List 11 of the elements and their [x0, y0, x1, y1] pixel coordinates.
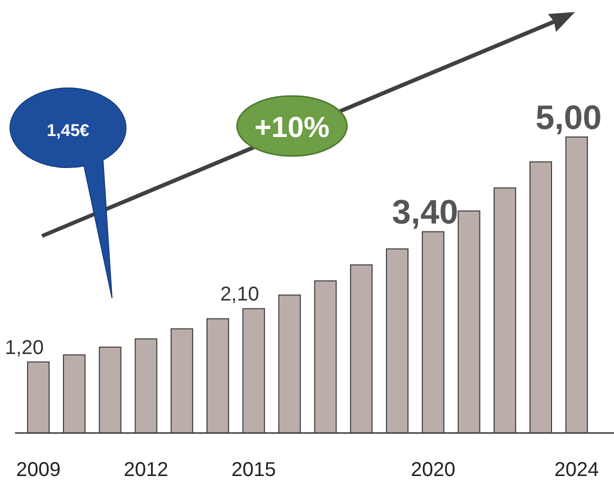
x-tick-label: 2024	[554, 459, 599, 481]
x-tick-label: 2015	[231, 459, 276, 481]
data-label: 2,10	[220, 284, 260, 306]
annotation: +10%	[254, 112, 330, 144]
data-label: 1,20	[4, 336, 44, 359]
data-label: 5,00	[536, 99, 602, 137]
x-tick-label: 2020	[410, 459, 456, 481]
x-tick-label: 2012	[124, 459, 168, 481]
annotation: 1,45€	[46, 121, 90, 140]
data-label: 3,40	[392, 194, 458, 232]
x-tick-label: 2009	[16, 459, 61, 481]
